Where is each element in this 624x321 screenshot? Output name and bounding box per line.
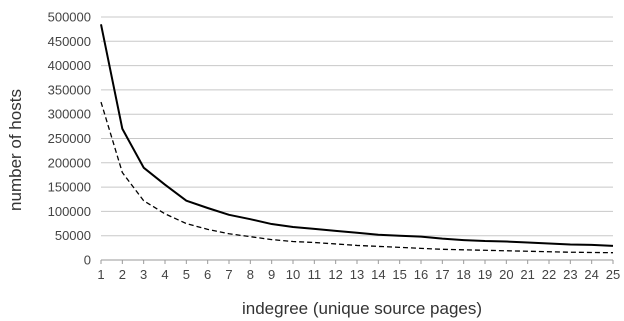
solid-series-line [100, 24, 614, 247]
x-tick-label: 18 [456, 267, 470, 282]
y-tick-label: 200000 [48, 155, 91, 170]
x-tick-label: 14 [371, 267, 385, 282]
y-tick-label: 0 [84, 253, 91, 268]
x-tick-label: 22 [542, 267, 556, 282]
x-tick-label: 6 [204, 267, 211, 282]
y-tick-label: 250000 [48, 131, 91, 146]
x-tick-label: 21 [520, 267, 534, 282]
x-tick-label: 5 [183, 267, 190, 282]
y-tick-label: 50000 [55, 228, 91, 243]
y-tick-label: 300000 [48, 107, 91, 122]
x-tick-label: 19 [478, 267, 492, 282]
x-tick-label: 23 [563, 267, 577, 282]
x-tick-label: 7 [225, 267, 232, 282]
y-tick-label: 350000 [48, 82, 91, 97]
y-tick-label: 500000 [48, 10, 91, 25]
x-tick-label: 8 [247, 267, 254, 282]
y-tick-label: 100000 [48, 204, 91, 219]
x-tick-label: 24 [584, 267, 598, 282]
dashed-series-line [100, 101, 614, 254]
y-tick-label: 400000 [48, 58, 91, 73]
x-tick-label: 13 [350, 267, 364, 282]
axis-layer [100, 259, 614, 264]
x-tick-label: 20 [499, 267, 513, 282]
x-tick-label: 4 [161, 267, 168, 282]
x-tick-label: 16 [414, 267, 428, 282]
x-tick-label: 10 [286, 267, 300, 282]
label-layer: 0500001000001500002000002500003000003500… [48, 10, 621, 283]
x-tick-label: 12 [328, 267, 342, 282]
y-axis-title: number of hosts [6, 89, 25, 211]
series-layer [100, 24, 614, 254]
y-tick-label: 150000 [48, 180, 91, 195]
y-tick-label: 450000 [48, 34, 91, 49]
x-tick-label: 9 [268, 267, 275, 282]
x-tick-label: 15 [392, 267, 406, 282]
x-tick-label: 1 [97, 267, 104, 282]
x-axis-title: indegree (unique source pages) [242, 299, 482, 318]
grid-layer [101, 16, 613, 237]
x-tick-label: 17 [435, 267, 449, 282]
x-tick-label: 25 [606, 267, 620, 282]
x-tick-label: 3 [140, 267, 147, 282]
x-tick-label: 2 [119, 267, 126, 282]
x-tick-label: 11 [308, 267, 322, 282]
